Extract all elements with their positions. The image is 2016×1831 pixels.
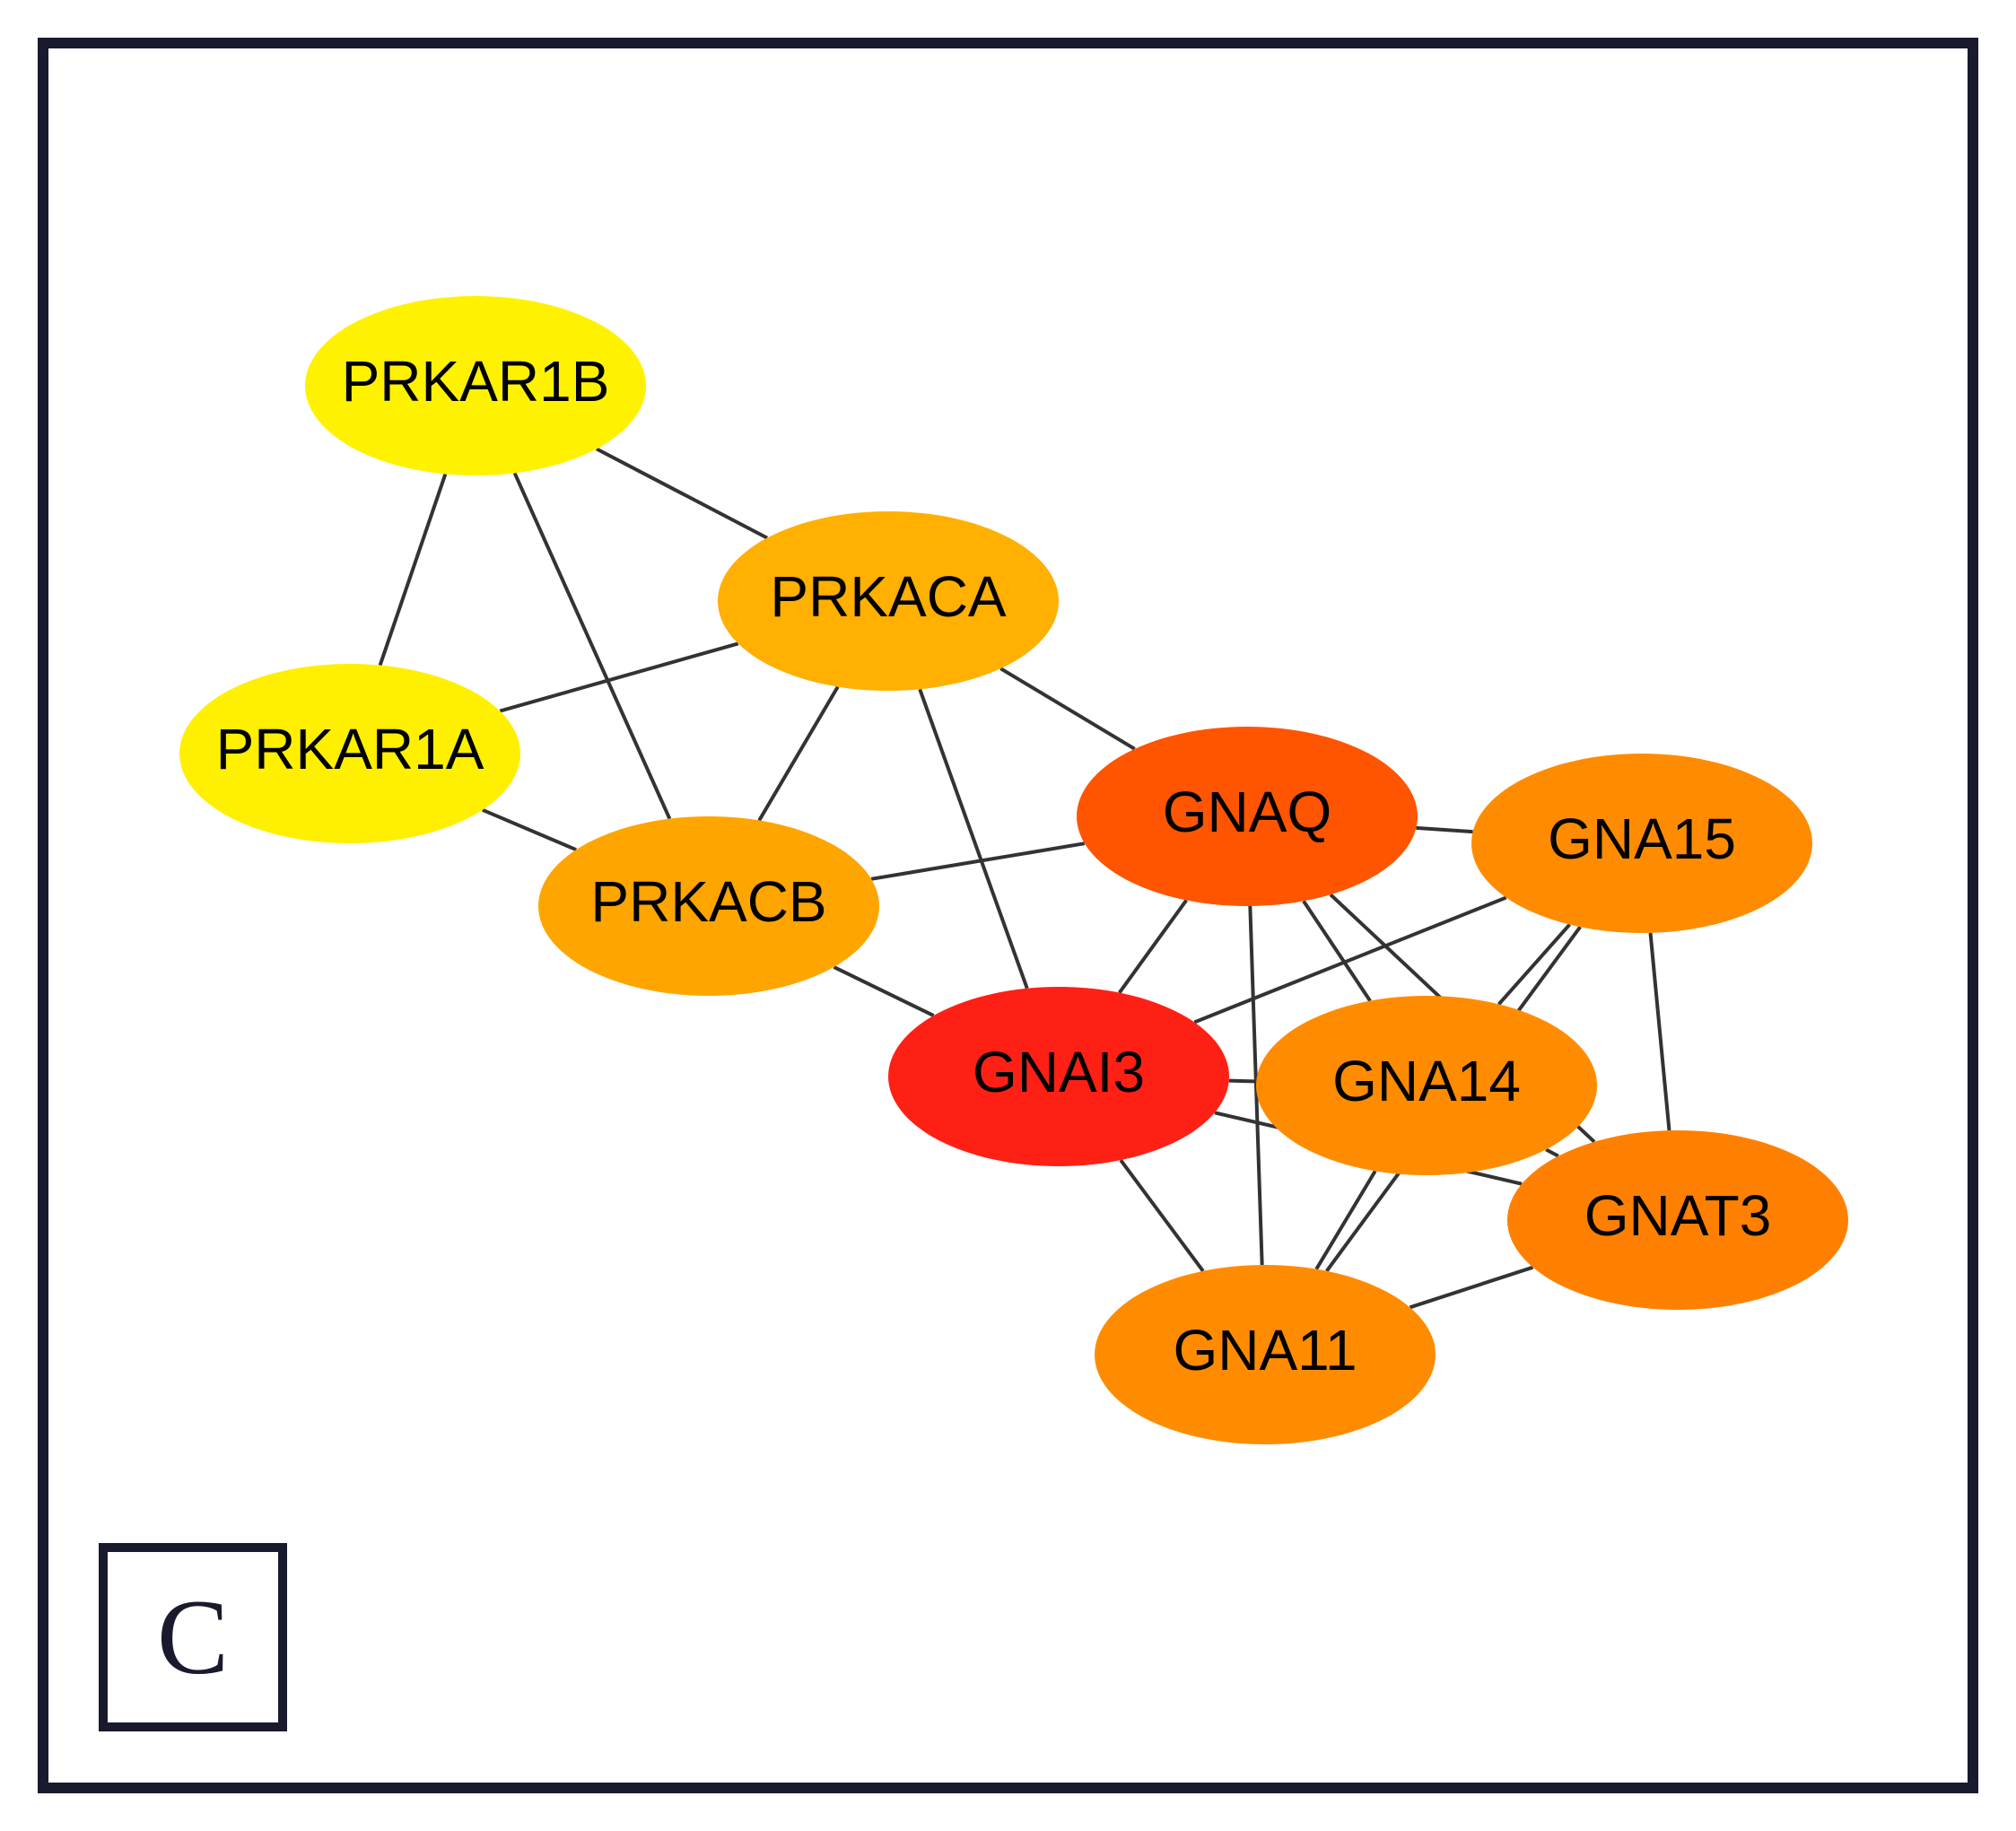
- node-label: GNA11: [1173, 1318, 1357, 1382]
- edge: [483, 810, 576, 850]
- edge: [515, 473, 670, 818]
- node-label: PRKACA: [770, 564, 1007, 629]
- node-prkacb: PRKACB: [538, 816, 879, 996]
- edge: [1000, 668, 1134, 749]
- edge: [833, 967, 933, 1016]
- edge: [1546, 1149, 1558, 1155]
- figure-canvas: PRKAR1B PRKAR1A PRKACA PRKACB GNAQ GNA15 GNAI3…: [0, 0, 2016, 1831]
- panel-label-text: C: [157, 1575, 229, 1699]
- node-label: GNAT3: [1584, 1183, 1772, 1248]
- node-gnai3: GNAI3: [888, 987, 1229, 1166]
- network-graph: PRKAR1B PRKAR1A PRKACA PRKACB GNAQ GNA15 GNAI3…: [0, 0, 2016, 1831]
- edge: [1304, 901, 1370, 1000]
- node-gnat3: GNAT3: [1507, 1130, 1848, 1310]
- node-label: GNAI3: [973, 1040, 1145, 1104]
- node-label: GNAQ: [1163, 780, 1331, 844]
- node-prkar1a: PRKAR1A: [179, 664, 520, 843]
- node-label: PRKACB: [590, 869, 826, 934]
- node-prkaca: PRKACA: [718, 511, 1059, 691]
- edge: [1229, 1081, 1256, 1082]
- edge: [500, 643, 737, 711]
- edge: [380, 474, 446, 665]
- panel-label: C: [99, 1543, 287, 1731]
- node-gna11: GNA11: [1095, 1265, 1436, 1444]
- edge: [1410, 1268, 1533, 1308]
- node-label: GNA15: [1548, 807, 1736, 871]
- node-gna15: GNA15: [1471, 754, 1812, 933]
- node-label: PRKAR1B: [342, 349, 610, 414]
- edge: [759, 687, 838, 821]
- edge: [1416, 828, 1472, 832]
- edge: [1120, 900, 1187, 992]
- node-gnaq: GNAQ: [1077, 727, 1418, 906]
- edge: [597, 449, 767, 537]
- nodes-layer: PRKAR1B PRKAR1A PRKACA PRKACB GNAQ GNA15 GNAI3…: [179, 296, 1848, 1444]
- node-label: PRKAR1A: [216, 717, 484, 781]
- edge: [920, 689, 1027, 988]
- node-gna14: GNA14: [1256, 996, 1597, 1175]
- node-label: GNA14: [1332, 1049, 1521, 1113]
- edge: [1651, 933, 1670, 1130]
- edge: [1121, 1160, 1203, 1271]
- node-prkar1b: PRKAR1B: [305, 296, 646, 475]
